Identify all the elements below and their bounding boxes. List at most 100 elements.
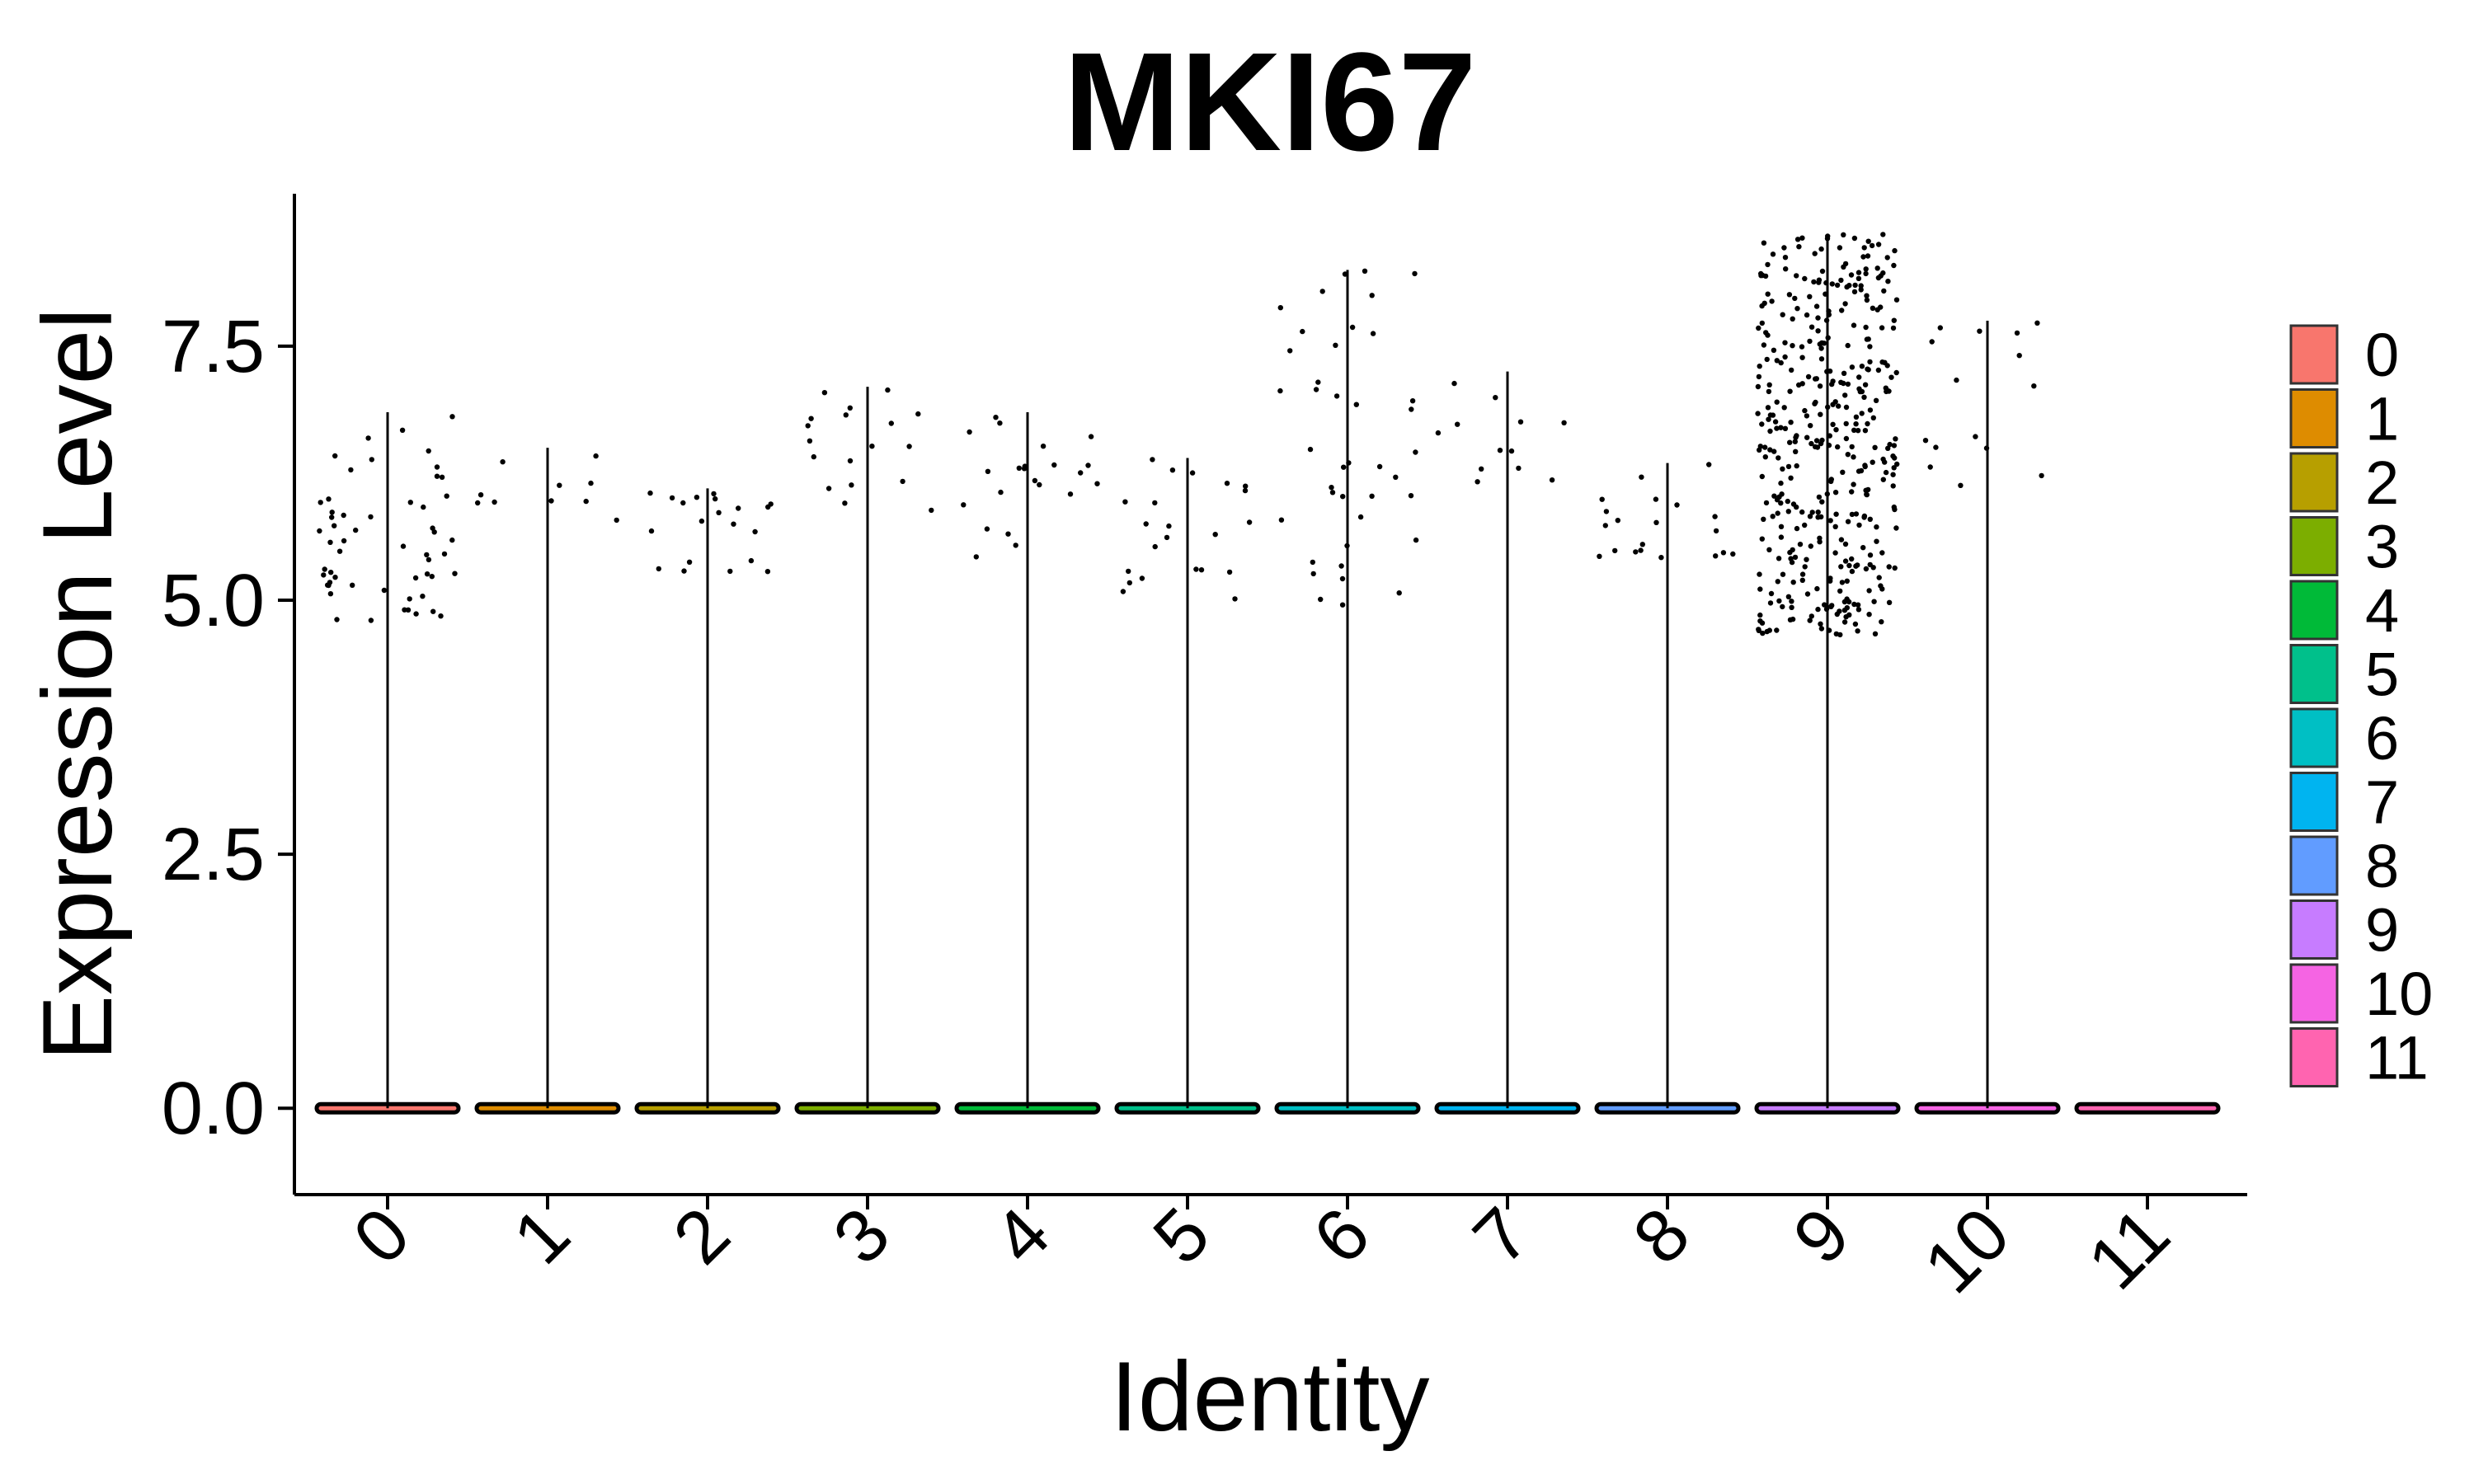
cell-point bbox=[1802, 564, 1808, 570]
violin-group-5 bbox=[1114, 457, 1261, 1115]
cell-point bbox=[1832, 550, 1838, 556]
cell-point bbox=[694, 495, 700, 500]
cell-point bbox=[548, 498, 554, 504]
cell-point bbox=[1599, 496, 1605, 502]
cell-point bbox=[1826, 627, 1832, 633]
cell-point bbox=[1829, 281, 1835, 287]
cell-point bbox=[1790, 580, 1796, 585]
cell-point bbox=[1780, 603, 1785, 610]
cell-point bbox=[1833, 631, 1839, 637]
cell-point bbox=[1794, 433, 1799, 439]
cell-point bbox=[1828, 477, 1834, 482]
cell-point bbox=[407, 596, 412, 602]
cell-point bbox=[1837, 608, 1842, 614]
cell-point bbox=[1843, 435, 1850, 442]
cell-point bbox=[869, 444, 875, 449]
cell-point bbox=[1859, 364, 1865, 369]
cell-point bbox=[1771, 493, 1777, 499]
cell-point bbox=[420, 594, 426, 599]
cell-point bbox=[449, 414, 455, 420]
cell-point bbox=[1819, 437, 1825, 444]
cell-point bbox=[1842, 392, 1848, 398]
cell-point bbox=[1413, 449, 1418, 455]
cell-point bbox=[1032, 477, 1038, 484]
legend-item-8: 8 bbox=[2289, 832, 2399, 900]
cell-point bbox=[1879, 586, 1885, 592]
cell-point bbox=[1818, 246, 1824, 252]
cell-point bbox=[1094, 481, 1100, 486]
cell-point bbox=[1808, 324, 1815, 330]
cell-point bbox=[1169, 467, 1176, 473]
cell-point bbox=[1759, 303, 1765, 309]
cell-point bbox=[1867, 359, 1873, 365]
cell-point bbox=[748, 557, 755, 564]
cell-point bbox=[492, 499, 497, 505]
cell-point bbox=[1787, 617, 1794, 622]
cell-point bbox=[368, 514, 374, 520]
cell-point bbox=[1774, 627, 1780, 633]
cell-point bbox=[326, 582, 332, 589]
cell-point bbox=[1812, 251, 1818, 256]
violin-group-11 bbox=[2074, 1101, 2221, 1115]
cell-point bbox=[1789, 367, 1794, 373]
cell-point bbox=[1827, 433, 1832, 439]
cell-point bbox=[1883, 385, 1888, 391]
cell-point bbox=[1958, 482, 1964, 488]
cell-point bbox=[808, 416, 814, 421]
cell-point bbox=[1353, 402, 1360, 407]
legend-swatch bbox=[2289, 707, 2339, 768]
cell-point bbox=[1774, 497, 1780, 503]
cell-point bbox=[1851, 322, 1857, 328]
cell-point bbox=[1782, 255, 1789, 261]
y-tick-label: 2.5 bbox=[162, 814, 265, 896]
cell-point bbox=[1761, 516, 1766, 522]
cell-point bbox=[1757, 571, 1762, 577]
cell-point bbox=[1713, 553, 1719, 559]
cell-point bbox=[1892, 455, 1898, 461]
cell-point bbox=[1937, 325, 1943, 331]
cell-point bbox=[348, 467, 354, 473]
cell-point bbox=[1837, 245, 1843, 251]
cell-point bbox=[381, 587, 388, 594]
cell-point bbox=[1853, 414, 1860, 420]
violin-group-7 bbox=[1434, 371, 1581, 1115]
cell-point bbox=[1873, 397, 1879, 403]
cell-point bbox=[1790, 501, 1797, 507]
legend-swatch bbox=[2289, 1027, 2339, 1087]
cell-point bbox=[915, 411, 921, 417]
cell-point bbox=[326, 496, 332, 502]
cell-point bbox=[1224, 481, 1230, 486]
cell-point bbox=[1933, 444, 1939, 450]
cell-point bbox=[1766, 388, 1772, 395]
cell-point bbox=[1776, 598, 1782, 604]
cell-point bbox=[648, 528, 655, 534]
cell-point bbox=[1781, 405, 1787, 411]
cell-point bbox=[1894, 461, 1900, 467]
cell-point bbox=[1770, 514, 1776, 519]
cell-point bbox=[1792, 295, 1798, 302]
cell-point bbox=[1839, 580, 1846, 585]
legend-swatch bbox=[2289, 388, 2339, 448]
cell-point bbox=[1409, 398, 1416, 404]
cell-point bbox=[1817, 535, 1823, 541]
cell-point bbox=[1396, 590, 1402, 596]
violin-group-1 bbox=[474, 448, 621, 1115]
cell-point bbox=[1858, 283, 1864, 289]
cell-point bbox=[588, 480, 594, 486]
cell-point bbox=[1329, 490, 1336, 495]
cell-point bbox=[1797, 542, 1804, 547]
cell-point bbox=[1808, 423, 1813, 429]
cell-point bbox=[1929, 339, 1935, 345]
cell-point bbox=[438, 613, 444, 619]
cell-point bbox=[329, 514, 335, 520]
cell-point bbox=[1767, 447, 1773, 453]
cell-point bbox=[1879, 550, 1885, 556]
violin-group-2 bbox=[634, 488, 781, 1115]
cell-point bbox=[1832, 490, 1839, 495]
cell-point bbox=[1653, 496, 1659, 502]
violin-group-9 bbox=[1754, 232, 1901, 1115]
cell-point bbox=[1342, 271, 1348, 277]
cell-point bbox=[973, 554, 980, 560]
legend-item-4: 4 bbox=[2289, 576, 2399, 645]
cell-point bbox=[1872, 444, 1878, 450]
